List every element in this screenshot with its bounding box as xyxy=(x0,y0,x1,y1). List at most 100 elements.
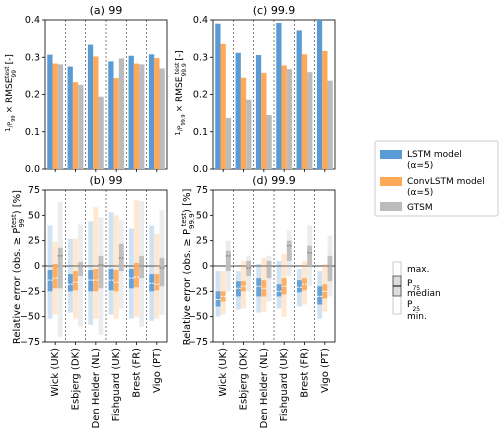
panel-b-iqr-lstm xyxy=(108,269,114,291)
panel-a-bar-convlstm xyxy=(93,56,99,169)
panel-a-bar-chart: 0.0 0.1 0.2 0.3 0.4 xyxy=(25,15,168,175)
panel-a-bar-convlstm xyxy=(113,78,119,169)
panel-b-range-convlstm xyxy=(134,200,139,317)
legend-label-convlstm-1: ConvLSTM model xyxy=(407,177,485,187)
panel-a-bar-convlstm xyxy=(52,63,58,169)
panel-c-frame xyxy=(212,19,336,170)
panel-a-ytick-label: 0.2 xyxy=(25,90,40,101)
legend-label-gtsm: GTSM xyxy=(407,203,433,213)
panel-d-iqr-lstm xyxy=(235,281,241,297)
panel-d-ytick-label: −25 xyxy=(188,286,208,297)
panel-b-ytick-label: 25 xyxy=(28,236,40,247)
panel-b-xtick-label: Vigo (PT) xyxy=(152,348,163,393)
panel-d-iqr-lstm xyxy=(215,291,221,307)
panel-b-ytick-label: −75 xyxy=(20,337,40,348)
panel-c-bar-gtsm xyxy=(286,69,293,169)
panel-b-ytick-label: −25 xyxy=(20,286,40,297)
panel-c-bar-lstm xyxy=(296,30,302,170)
panel-a-bar-convlstm xyxy=(133,63,140,169)
panel-d-ytick-label: 0 xyxy=(202,261,208,272)
panel-c-bar-chart: 0.0 0.1 0.2 0.3 0.4 xyxy=(193,15,336,175)
legend-swatch-convlstm xyxy=(380,177,402,186)
panel-b-box-chart: Wick (UK) Esbjerg (DK) Den Helder (NL) Fish… xyxy=(20,185,168,429)
panel-b-iqr-convlstm xyxy=(154,274,160,291)
legend-swatch-gtsm xyxy=(380,202,402,211)
panel-c-bar-lstm xyxy=(276,22,282,170)
panel-b-iqr-gtsm xyxy=(57,247,63,289)
panel-a-bar-lstm xyxy=(87,44,94,169)
panel-c-bar-convlstm xyxy=(301,54,308,169)
legend-frame xyxy=(374,140,499,217)
panel-d-iqr-gtsm xyxy=(307,245,313,266)
panel-b-xtick-label: Fishguard (UK) xyxy=(111,348,122,421)
panel-b-iqr-lstm xyxy=(67,274,73,292)
ylabel-a: 1/P99× RMSE99test[-] xyxy=(4,54,18,132)
panel-d-iqr-convlstm xyxy=(220,291,226,302)
panel-b-ytick-label: −50 xyxy=(20,312,40,323)
panel-d-iqr-convlstm xyxy=(302,278,307,291)
panel-a-bar-lstm xyxy=(47,54,53,169)
panel-b-iqr-gtsm xyxy=(159,257,165,287)
panel-a-ytick-label: 0.0 xyxy=(25,164,40,175)
svg-text:Relative error (obs. ≥ P99test: Relative error (obs. ≥ P99test) [%] xyxy=(10,190,26,344)
panel-b-iqr-lstm xyxy=(88,270,94,292)
legend: LSTM model (α=5) ConvLSTM model (α=5) GT… xyxy=(374,140,499,217)
panel-b-ytick-label: 75 xyxy=(28,185,40,196)
panel-d-iqr-convlstm xyxy=(241,281,246,292)
panel-a-bar-lstm xyxy=(148,54,155,169)
panel-b-xtick-label: Den Helder (NL) xyxy=(91,348,102,429)
panel-a-ytick-label: 0.4 xyxy=(25,15,40,26)
panel-c-bar-gtsm xyxy=(225,117,232,169)
panel-c-ytick-label: 0.3 xyxy=(193,52,208,63)
box-key: max. P75 median P25 min. xyxy=(392,261,441,322)
panel-b-range-convlstm xyxy=(93,207,99,319)
panel-d-xtick-label: Brest (FR) xyxy=(300,348,311,398)
panel-a-bar-lstm xyxy=(67,66,73,169)
panel-b-iqr-convlstm xyxy=(134,262,139,288)
box-key-median-label: median xyxy=(407,289,441,299)
panel-d-iqr-lstm xyxy=(296,280,302,293)
panel-c-bar-convlstm xyxy=(261,72,267,169)
panel-a-bar-gtsm xyxy=(159,68,165,169)
panel-d-box-chart: Wick (UK) Esbjerg (DK) Den Helder (NL) Fish… xyxy=(188,185,336,429)
panel-c-bar-gtsm xyxy=(327,80,333,169)
panel-c-bar-lstm xyxy=(316,20,323,169)
panel-a-bar-gtsm xyxy=(118,58,125,169)
panel-b-xtick-label: Wick (UK) xyxy=(50,348,61,397)
panel-d-iqr-lstm xyxy=(276,284,282,297)
panel-b-iqr-convlstm xyxy=(93,269,99,292)
panel-b-iqr-lstm xyxy=(47,270,53,292)
panel-d-xtick-label: Vigo (PT) xyxy=(320,348,331,393)
panel-c-bar-gtsm xyxy=(266,114,272,169)
panel-c-bar-gtsm xyxy=(246,99,252,169)
legend-label-lstm-2: (α=5) xyxy=(407,161,433,171)
panel-a-ytick-label: 0.1 xyxy=(25,127,40,138)
panel-b-xtick-label: Brest (FR) xyxy=(132,348,143,398)
panel-a-bar-lstm xyxy=(108,61,114,169)
panel-b-xtick-label: Esbjerg (DK) xyxy=(71,348,82,410)
box-key-max: max. xyxy=(407,265,429,275)
panel-c-bar-lstm xyxy=(235,52,241,169)
panel-a-bar-convlstm xyxy=(154,57,160,170)
panel-a-ytick-label: 0.3 xyxy=(25,52,40,63)
panel-a-bar-gtsm xyxy=(98,96,104,169)
svg-text:1/P99.9× RMSE99.9test[-]: 1/P99.9× RMSE99.9test[-] xyxy=(174,50,188,135)
title-a: (a) 99 xyxy=(90,4,123,17)
box-key-min: min. xyxy=(407,312,427,322)
panel-d-xtick-label: Den Helder (NL) xyxy=(259,348,270,429)
ylabel-b: Relative error (obs. ≥ P99test) [%] xyxy=(10,190,26,344)
panel-c-bar-convlstm xyxy=(281,65,287,169)
title-b: (b) 99 xyxy=(89,174,122,187)
box-key-p75: P75 xyxy=(407,279,420,292)
svg-text:1/P99× RMSE99test[-]: 1/P99× RMSE99test[-] xyxy=(4,54,18,132)
panel-d-iqr-lstm xyxy=(317,286,323,305)
panel-b-iqr-lstm xyxy=(128,269,134,289)
panel-b-range-convlstm xyxy=(113,215,119,319)
ylabel-c: 1/P99.9× RMSE99.9test[-] xyxy=(174,50,188,135)
panel-d-xtick-label: Esbjerg (DK) xyxy=(239,348,250,410)
panel-c-bar-convlstm xyxy=(220,43,226,170)
panel-b-ytick-label: 50 xyxy=(28,210,40,221)
panel-c-ytick-label: 0.2 xyxy=(193,90,208,101)
panel-a-bar-gtsm xyxy=(139,64,145,169)
